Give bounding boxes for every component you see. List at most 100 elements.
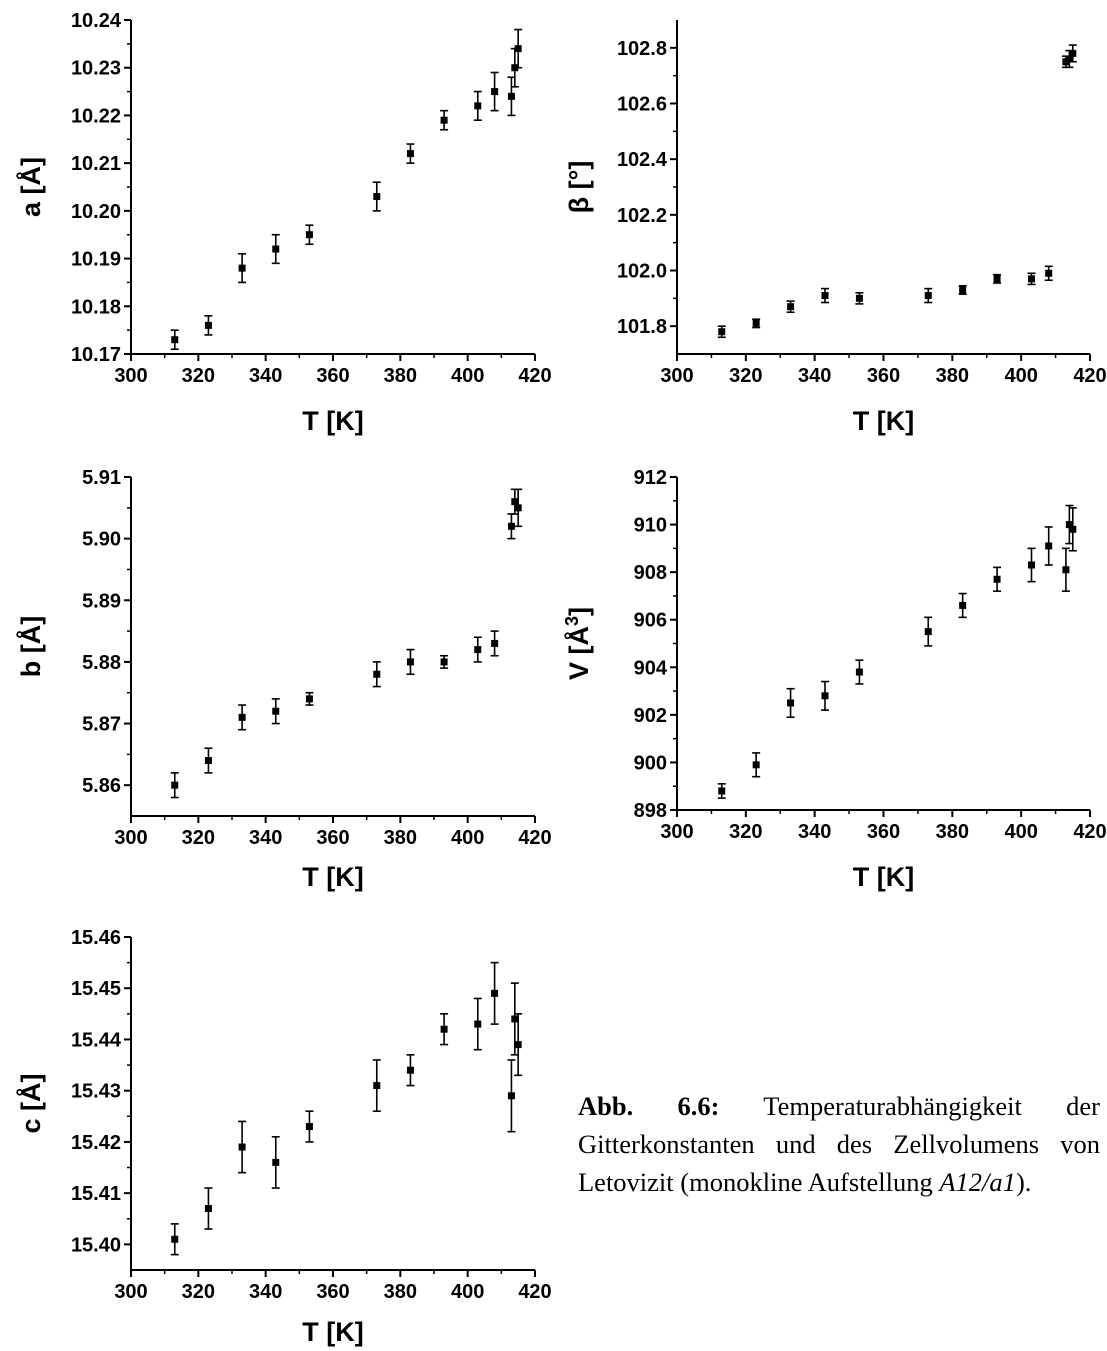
data-point bbox=[305, 224, 314, 246]
data-point bbox=[993, 566, 1002, 592]
data-point bbox=[490, 961, 499, 1025]
figure-caption: Abb. 6.6: Temperaturabhängigkeit der Git… bbox=[578, 1087, 1100, 1201]
square-marker bbox=[855, 294, 863, 302]
data-point bbox=[305, 691, 314, 706]
data-point bbox=[271, 233, 280, 265]
data-point bbox=[440, 654, 449, 669]
data-point bbox=[473, 997, 482, 1051]
data-point bbox=[786, 300, 795, 314]
data-point bbox=[1068, 507, 1077, 552]
y-tick-label: 10.19 bbox=[71, 249, 121, 271]
square-marker bbox=[305, 231, 313, 239]
square-marker bbox=[171, 1235, 179, 1243]
x-tick-label: 320 bbox=[182, 365, 215, 387]
y-tick-label: 10.23 bbox=[71, 58, 121, 80]
data-point bbox=[406, 648, 415, 676]
square-marker bbox=[1045, 269, 1053, 277]
y-tick-label: 5.88 bbox=[82, 652, 121, 674]
square-marker bbox=[507, 1092, 515, 1100]
data-point bbox=[305, 1110, 314, 1143]
y-tick-label: 102.0 bbox=[617, 261, 667, 283]
x-tick-label: 400 bbox=[1004, 821, 1037, 843]
y-tick-label: 15.44 bbox=[71, 1029, 122, 1051]
y-tick-label: 10.24 bbox=[71, 10, 122, 32]
data-point bbox=[271, 1136, 280, 1189]
square-marker bbox=[204, 1205, 212, 1213]
y-axis-label: V [Å3] bbox=[562, 607, 594, 680]
y-tick-label: 10.18 bbox=[71, 296, 121, 318]
y-tick-label: 101.8 bbox=[617, 316, 667, 338]
x-tick-label: 360 bbox=[316, 827, 349, 849]
square-marker bbox=[787, 303, 795, 311]
x-tick-label: 320 bbox=[729, 821, 762, 843]
square-marker bbox=[924, 292, 932, 300]
square-marker bbox=[305, 1123, 313, 1131]
x-axis-label: T [K] bbox=[302, 406, 363, 436]
square-marker bbox=[993, 275, 1001, 283]
square-marker bbox=[474, 102, 482, 110]
square-marker bbox=[406, 658, 414, 666]
y-tick-label: 15.40 bbox=[71, 1234, 121, 1256]
x-tick-label: 300 bbox=[114, 827, 147, 849]
square-marker bbox=[855, 668, 863, 676]
square-marker bbox=[511, 498, 519, 506]
x-tick-label: 360 bbox=[316, 365, 349, 387]
x-tick-label: 320 bbox=[182, 1281, 215, 1303]
square-marker bbox=[959, 601, 967, 609]
x-tick-label: 360 bbox=[867, 821, 900, 843]
y-tick-label: 10.22 bbox=[71, 105, 121, 127]
square-marker bbox=[821, 692, 829, 700]
data-point bbox=[473, 636, 482, 663]
data-point bbox=[924, 287, 933, 304]
caption-text: Temperaturabhängigkeit der Gitterkonstan… bbox=[578, 1091, 1100, 1197]
square-marker bbox=[440, 116, 448, 124]
square-marker bbox=[238, 1143, 246, 1151]
data-point bbox=[855, 659, 864, 685]
data-point bbox=[238, 253, 247, 284]
data-point bbox=[855, 291, 864, 305]
x-tick-label: 320 bbox=[182, 827, 215, 849]
caption-space-group: A12/a1 bbox=[939, 1167, 1016, 1197]
square-marker bbox=[272, 707, 280, 715]
square-marker bbox=[821, 292, 829, 300]
y-tick-label: 5.87 bbox=[82, 714, 121, 736]
data-point bbox=[490, 71, 499, 112]
data-point bbox=[406, 143, 415, 164]
x-axis-label: T [K] bbox=[302, 862, 363, 892]
y-tick-label: 910 bbox=[634, 515, 667, 537]
y-tick-label: 102.4 bbox=[617, 149, 668, 171]
data-point bbox=[372, 181, 381, 212]
data-point bbox=[717, 783, 726, 799]
data-point bbox=[1068, 44, 1077, 63]
y-tick-label: 5.91 bbox=[82, 467, 121, 489]
y-tick-label: 10.21 bbox=[71, 153, 121, 175]
x-tick-label: 340 bbox=[249, 365, 282, 387]
square-marker bbox=[1027, 561, 1035, 569]
y-tick-label: 900 bbox=[634, 752, 667, 774]
square-marker bbox=[1069, 525, 1077, 533]
x-tick-label: 380 bbox=[936, 821, 969, 843]
data-point bbox=[490, 630, 499, 657]
square-marker bbox=[440, 658, 448, 666]
data-point bbox=[514, 28, 523, 69]
x-tick-label: 380 bbox=[936, 365, 969, 387]
x-tick-label: 340 bbox=[249, 1281, 282, 1303]
x-tick-label: 300 bbox=[660, 365, 693, 387]
square-marker bbox=[373, 670, 381, 678]
x-tick-label: 400 bbox=[1004, 365, 1037, 387]
x-tick-label: 340 bbox=[249, 827, 282, 849]
square-marker bbox=[406, 1066, 414, 1074]
x-tick-label: 400 bbox=[451, 827, 484, 849]
square-marker bbox=[491, 639, 499, 647]
data-point bbox=[514, 488, 523, 528]
square-marker bbox=[1069, 49, 1077, 57]
x-tick-label: 420 bbox=[1073, 365, 1106, 387]
y-axis-label-exponent: 3 bbox=[562, 616, 582, 626]
y-axis-label: c [Å] bbox=[15, 1074, 46, 1134]
data-point bbox=[170, 1223, 179, 1256]
chart-v: 300 320 340 360 380 400 420 898 900 902 904 906 908 9… bbox=[562, 467, 1107, 892]
data-point bbox=[752, 318, 761, 329]
data-point bbox=[786, 687, 795, 719]
x-tick-label: 400 bbox=[451, 1281, 484, 1303]
square-marker bbox=[171, 781, 179, 789]
